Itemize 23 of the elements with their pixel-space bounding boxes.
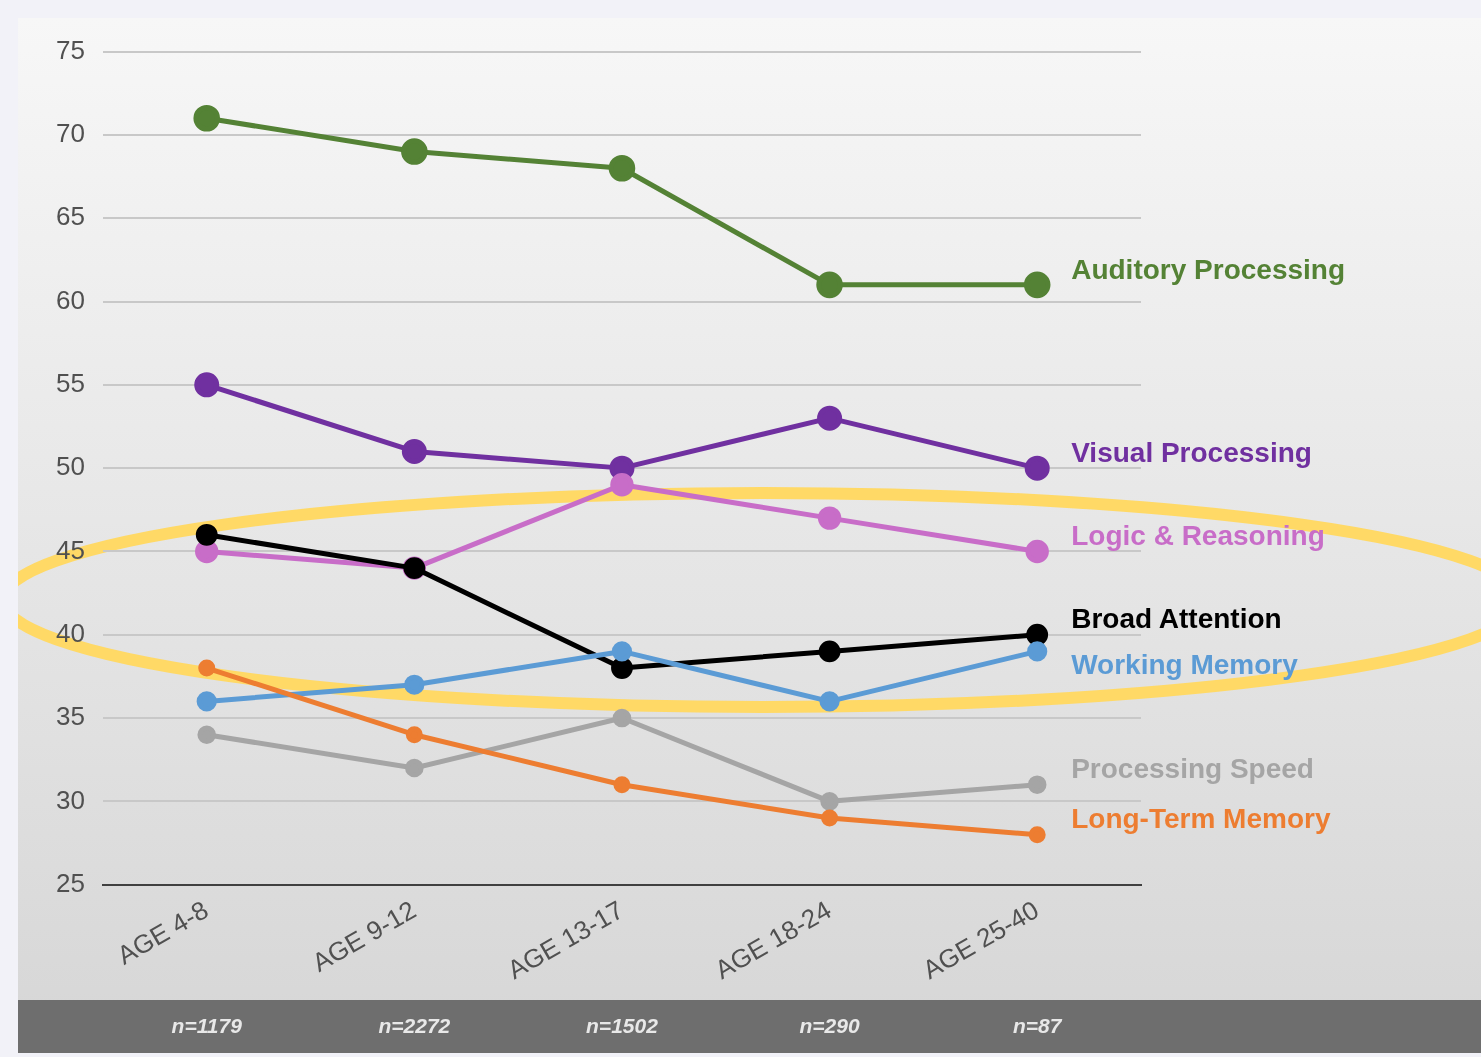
- y-tick-label: 70: [56, 118, 85, 149]
- text: n=1179: [171, 1014, 242, 1038]
- x-tick-label: AGE 4-8: [112, 894, 214, 971]
- series-label: Auditory Processing: [1071, 253, 1346, 285]
- y-tick-label: 60: [56, 284, 85, 315]
- y-tick-label: 25: [56, 867, 85, 898]
- y-tick-label: 50: [56, 451, 85, 482]
- y-tick-label: 55: [56, 368, 85, 398]
- series-label: Logic & Reasoning: [1071, 520, 1325, 552]
- y-tick-label: 35: [56, 701, 85, 732]
- y-tick-label: 75: [56, 34, 85, 65]
- series-label: Visual Processing: [1071, 436, 1312, 468]
- text: n=2272: [378, 1014, 451, 1038]
- series-label: Working Memory: [1071, 649, 1299, 681]
- series-label: Processing Speed: [1071, 753, 1314, 785]
- series-label: Broad Attention: [1071, 603, 1282, 635]
- text: n=290: [799, 1014, 860, 1038]
- y-tick-label: 65: [56, 201, 85, 232]
- x-tick-label: AGE 9-12: [307, 894, 421, 978]
- text: n=1502: [586, 1014, 658, 1038]
- y-tick-label: 30: [56, 784, 85, 815]
- series-label: Long-Term Memory: [1071, 803, 1331, 835]
- text: n=87: [1012, 1014, 1062, 1038]
